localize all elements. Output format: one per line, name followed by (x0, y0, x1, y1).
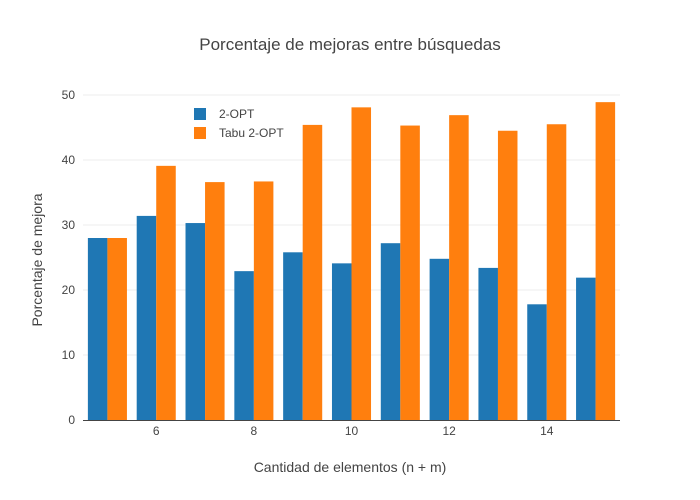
y-tick-label-10: 10 (62, 348, 76, 362)
bar-tabu-2opt-6 (156, 165, 176, 420)
bar-2opt-6 (136, 215, 157, 420)
bar-2opt-7 (185, 223, 206, 420)
bar-tabu-2opt-9 (302, 124, 323, 421)
bar-2opt-10 (331, 263, 352, 420)
bar-tabu-2opt-10 (351, 107, 372, 420)
bar-2opt-11 (380, 243, 401, 420)
y-tick-label-0: 0 (68, 413, 75, 427)
bar-2opt-14 (527, 304, 547, 420)
bar-tabu-2opt-5 (107, 238, 127, 420)
chart-title: Porcentaje de mejoras entre búsquedas (199, 35, 500, 54)
bar-tabu-2opt-14 (546, 124, 567, 420)
y-tick-labels: 0 10 20 30 40 50 (62, 88, 76, 427)
bar-2opt-8 (234, 271, 254, 420)
x-tick-label-10: 10 (345, 424, 359, 438)
x-tick-label-8: 8 (251, 424, 258, 438)
legend-item-2opt[interactable]: 2-OPT (194, 107, 255, 121)
bar-2opt-5 (87, 238, 108, 420)
legend-label-2opt: 2-OPT (219, 107, 255, 121)
bar-tabu-2opt-12 (449, 115, 469, 421)
x-tick-label-14: 14 (540, 424, 554, 438)
y-tick-label-30: 30 (62, 218, 76, 232)
bar-2opt-12 (429, 258, 450, 420)
y-tick-label-20: 20 (62, 283, 76, 297)
bar-tabu-2opt-15 (595, 102, 616, 421)
legend-swatch-2opt (194, 108, 206, 120)
y-tick-label-50: 50 (62, 88, 76, 102)
y-axis-title: Porcentaje de mejora (29, 193, 45, 326)
legend[interactable]: 2-OPT Tabu 2-OPT (180, 102, 292, 146)
x-axis-title: Cantidad de elementos (n + m) (254, 459, 447, 475)
y-tick-label-40: 40 (62, 153, 76, 167)
legend-item-tabu-2opt[interactable]: Tabu 2-OPT (194, 126, 284, 140)
x-tick-label-12: 12 (442, 424, 456, 438)
bar-2opt-15 (576, 277, 596, 420)
bar-tabu-2opt-8 (253, 181, 274, 420)
bar-tabu-2opt-13 (497, 130, 518, 420)
x-tick-labels: 6 8 10 12 14 (153, 424, 554, 438)
bar-tabu-2opt-7 (205, 182, 225, 420)
x-tick-label-6: 6 (153, 424, 160, 438)
legend-swatch-tabu-2opt (194, 127, 206, 139)
bar-2opt-13 (478, 267, 498, 420)
legend-label-tabu-2opt: Tabu 2-OPT (219, 126, 284, 140)
bar-tabu-2opt-11 (400, 125, 420, 421)
bar-2opt-9 (283, 252, 303, 420)
bars (87, 102, 616, 421)
